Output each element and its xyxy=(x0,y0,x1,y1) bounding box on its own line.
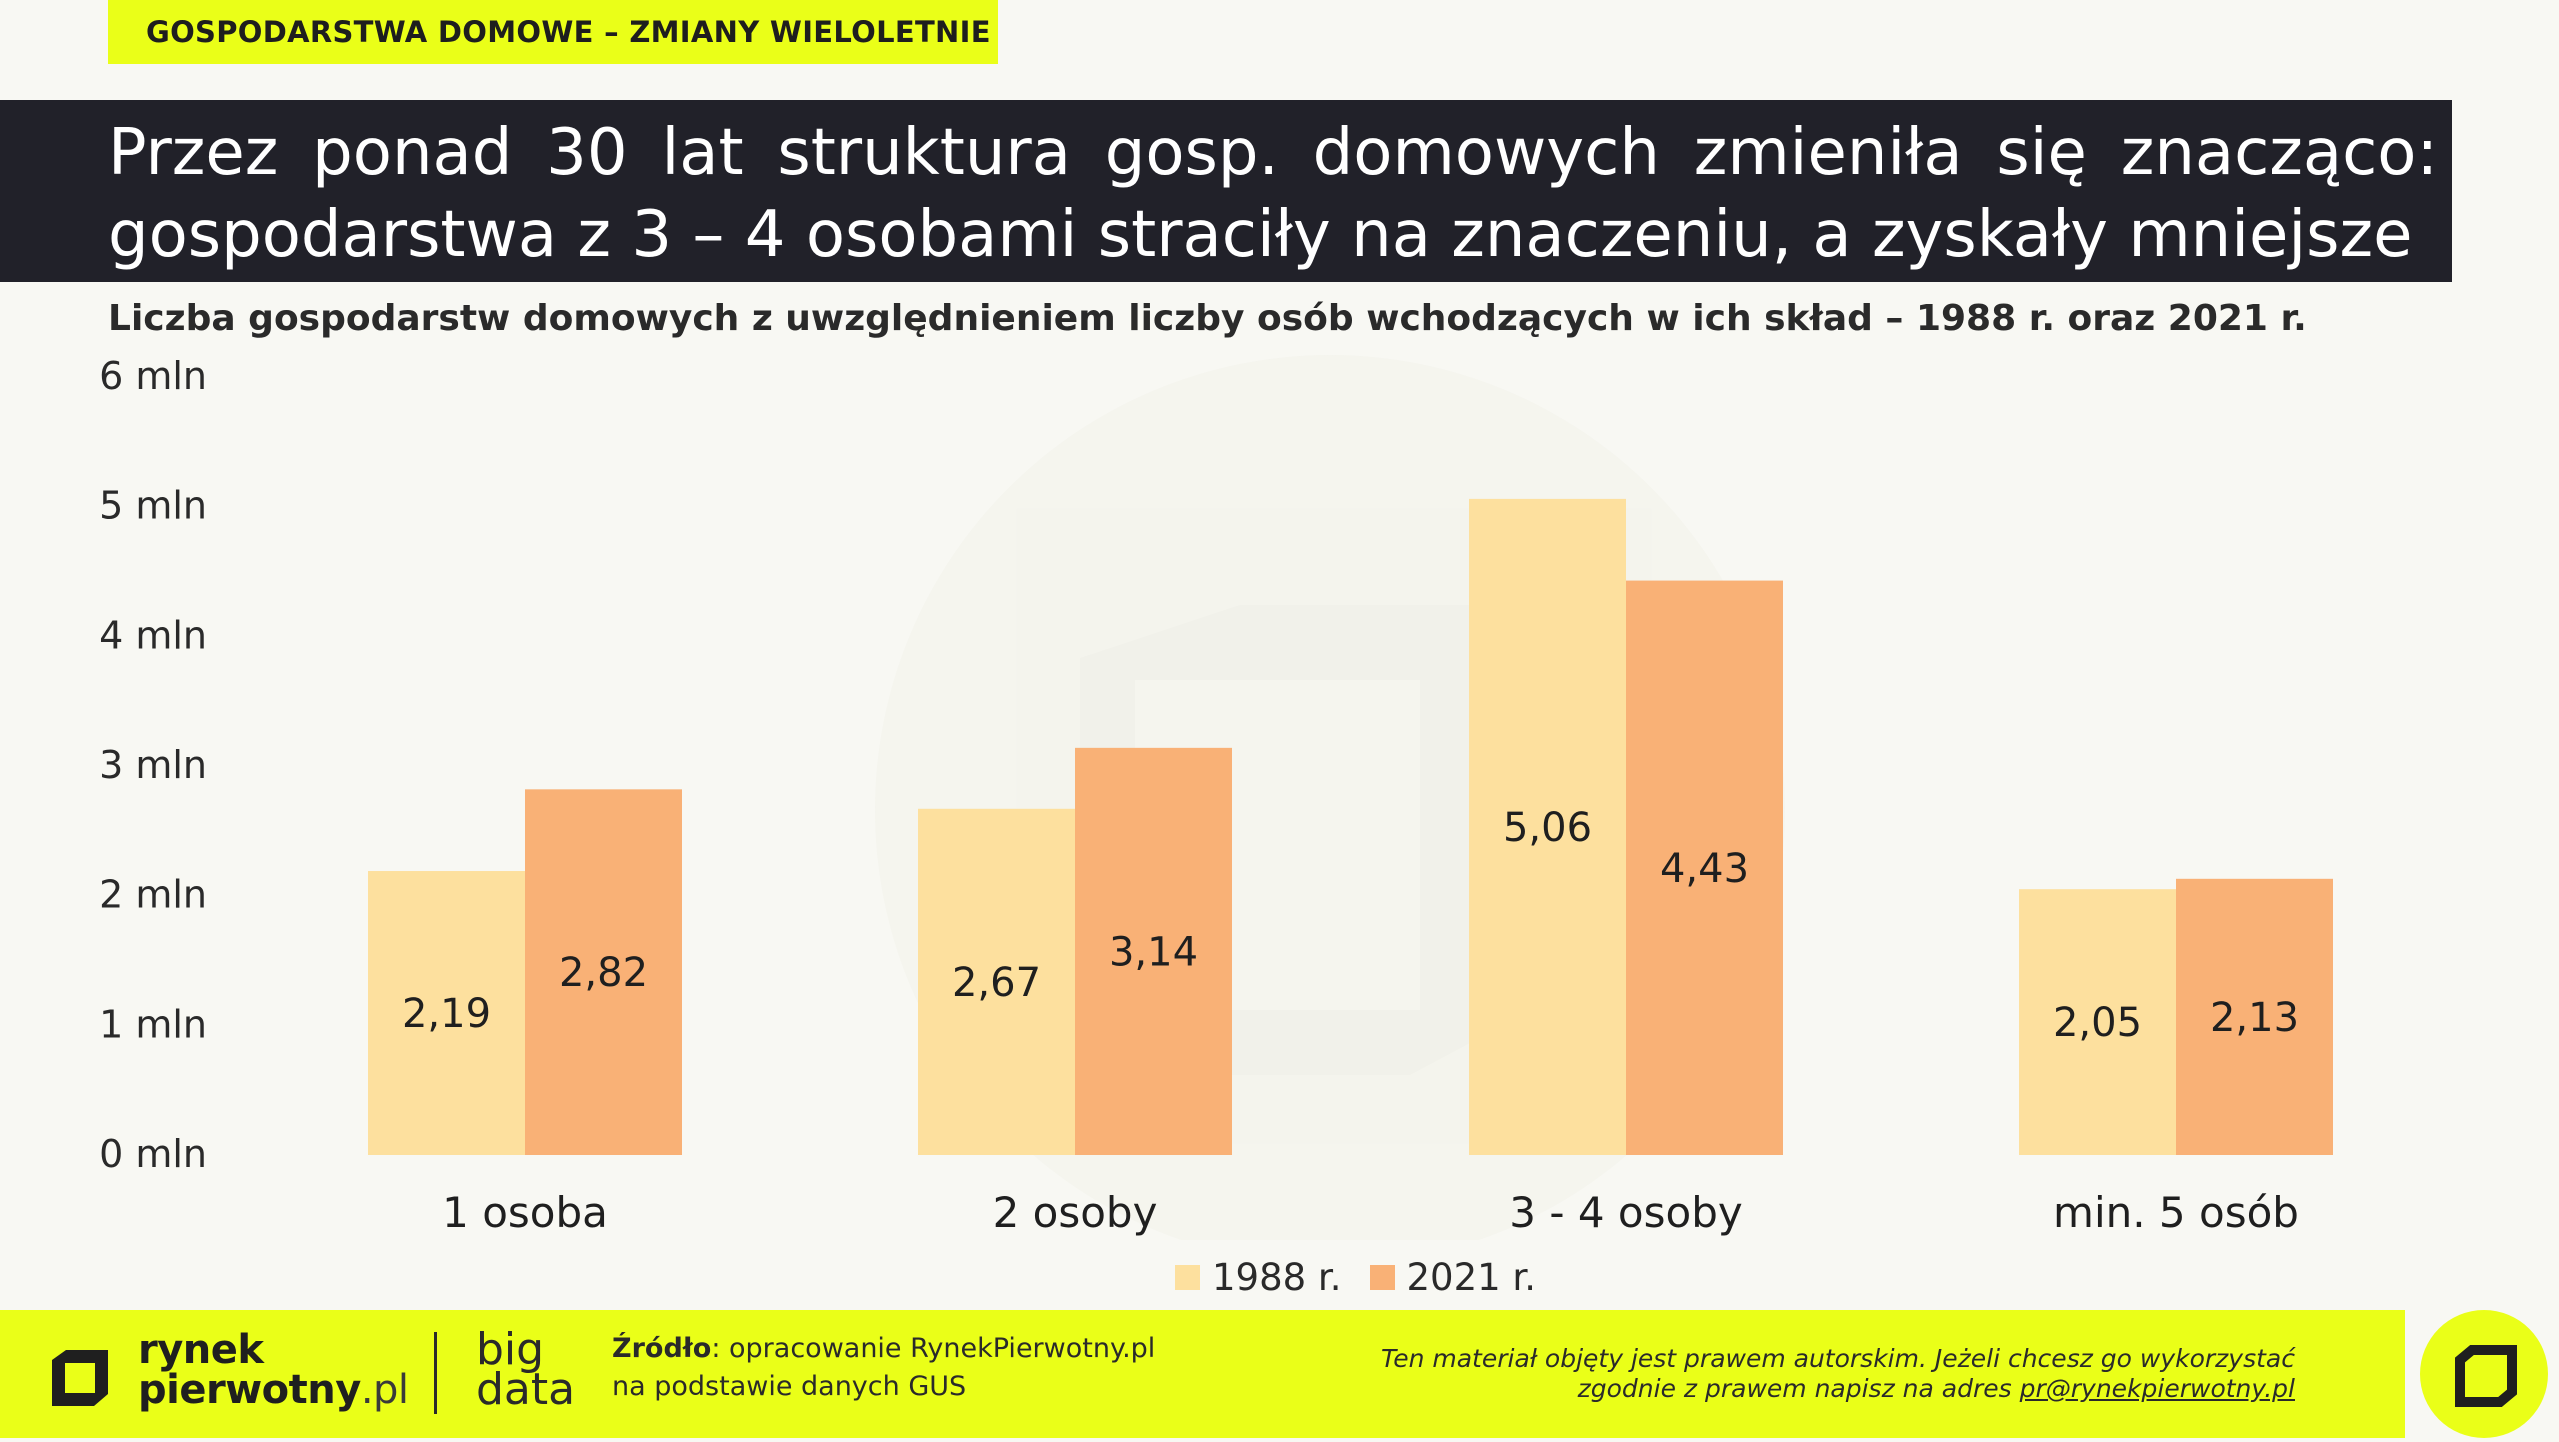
footer-divider xyxy=(434,1332,437,1414)
logo-wordmark: rynek pierwotny.pl xyxy=(138,1330,409,1410)
bar-2021 xyxy=(2176,878,2333,1155)
y-tick-label: 3 mln xyxy=(99,743,207,787)
bar-1988 xyxy=(2019,889,2176,1155)
logo-suffix: .pl xyxy=(360,1367,409,1413)
copyright-line-1: Ten materiał objęty jest prawem autorski… xyxy=(1381,1344,2295,1373)
logo-line-1: rynek xyxy=(138,1327,264,1373)
legend-label-1988: 1988 r. xyxy=(1212,1255,1342,1299)
bars: 2,19 2,67 5,06 2,05 2,82 3,14 4,43 2,13 xyxy=(368,498,2333,1155)
bar-value-label: 5,06 xyxy=(1503,805,1592,851)
copyright-note: Ten materiał objęty jest prawem autorski… xyxy=(1295,1344,2295,1404)
source-note: Źródło: opracowanie RynekPierwotny.pl na… xyxy=(612,1330,1155,1406)
bar-1988 xyxy=(918,808,1075,1155)
bar-2021 xyxy=(525,789,682,1155)
chart-legend: 1988 r. 2021 r. xyxy=(1175,1252,1536,1302)
logo-line-2: pierwotny xyxy=(138,1367,361,1413)
bar-value-label: 2,13 xyxy=(2210,995,2299,1041)
y-tick-label: 0 mln xyxy=(99,1132,207,1176)
source-text-2: na podstawie danych GUS xyxy=(612,1371,967,1402)
section-tag-text: GOSPODARSTWA DOMOWE – ZMIANY WIELOLETNIE xyxy=(146,15,991,49)
bar-value-label: 2,82 xyxy=(559,950,648,996)
headline-line-1: Przez ponad 30 lat struktura gosp. domow… xyxy=(108,116,2438,190)
bigdata-line-1: big xyxy=(476,1324,545,1375)
bar-value-label: 2,67 xyxy=(952,960,1041,1006)
legend-swatch-1988 xyxy=(1175,1264,1200,1290)
source-text: : opracowanie RynekPierwotny.pl xyxy=(711,1333,1156,1364)
bar-2021 xyxy=(1626,580,1783,1155)
copyright-line-2: zgodnie z prawem napisz na adres xyxy=(1577,1374,2020,1403)
source-label: Źródło xyxy=(612,1333,712,1364)
headline-banner: Przez ponad 30 lat struktura gosp. domow… xyxy=(0,100,2452,282)
y-tick-label: 1 mln xyxy=(99,1002,207,1046)
rynek-pierwotny-logo-icon xyxy=(52,1350,108,1406)
headline-line-2: gospodarstwa z 3 – 4 osobami straciły na… xyxy=(108,198,2413,272)
bar-value-label: 2,05 xyxy=(2053,1000,2142,1046)
chart-subtitle: Liczba gospodarstw domowych z uwzględnie… xyxy=(108,298,2307,339)
bar-value-label: 2,19 xyxy=(402,991,491,1037)
y-tick-label: 6 mln xyxy=(99,354,207,398)
x-category-label: 1 osoba xyxy=(442,1188,608,1237)
x-axis: 1 osoba 2 osoby 3 - 4 osoby min. 5 osób xyxy=(442,1188,2299,1237)
copyright-email-link[interactable]: pr@rynekpierwotny.pl xyxy=(2019,1374,2295,1403)
bigdata-wordmark: big data xyxy=(476,1324,576,1415)
corner-badge xyxy=(2420,1310,2548,1438)
corner-logo-icon xyxy=(2455,1345,2517,1407)
bar-value-label: 4,43 xyxy=(1660,846,1749,892)
y-axis: 0 mln 1 mln 2 mln 3 mln 4 mln 5 mln 6 mln xyxy=(99,354,207,1176)
bar-2021 xyxy=(1075,747,1232,1155)
bar-1988 xyxy=(368,871,525,1155)
bar-chart: 0 mln 1 mln 2 mln 3 mln 4 mln 5 mln 6 mln 2,19… xyxy=(99,354,2333,1240)
section-tag: GOSPODARSTWA DOMOWE – ZMIANY WIELOLETNIE xyxy=(108,0,998,64)
bar-1988 xyxy=(1469,498,1626,1155)
legend-item-2021: 2021 r. xyxy=(1369,1255,1537,1299)
footer-bar: rynek pierwotny.pl big data Źródło: opra… xyxy=(0,1310,2405,1438)
bigdata-line-2: data xyxy=(476,1364,576,1415)
x-category-label: min. 5 osób xyxy=(2053,1188,2299,1237)
y-tick-label: 2 mln xyxy=(99,873,207,917)
y-tick-label: 4 mln xyxy=(99,613,207,657)
x-category-label: 3 - 4 osoby xyxy=(1509,1188,1742,1237)
legend-item-1988: 1988 r. xyxy=(1175,1256,1342,1299)
y-tick-label: 5 mln xyxy=(99,484,207,528)
bar-value-label: 3,14 xyxy=(1109,929,1198,975)
legend-swatch-2021 xyxy=(1369,1264,1395,1290)
x-category-label: 2 osoby xyxy=(993,1188,1158,1237)
legend-label-2021: 2021 r. xyxy=(1406,1255,1537,1299)
